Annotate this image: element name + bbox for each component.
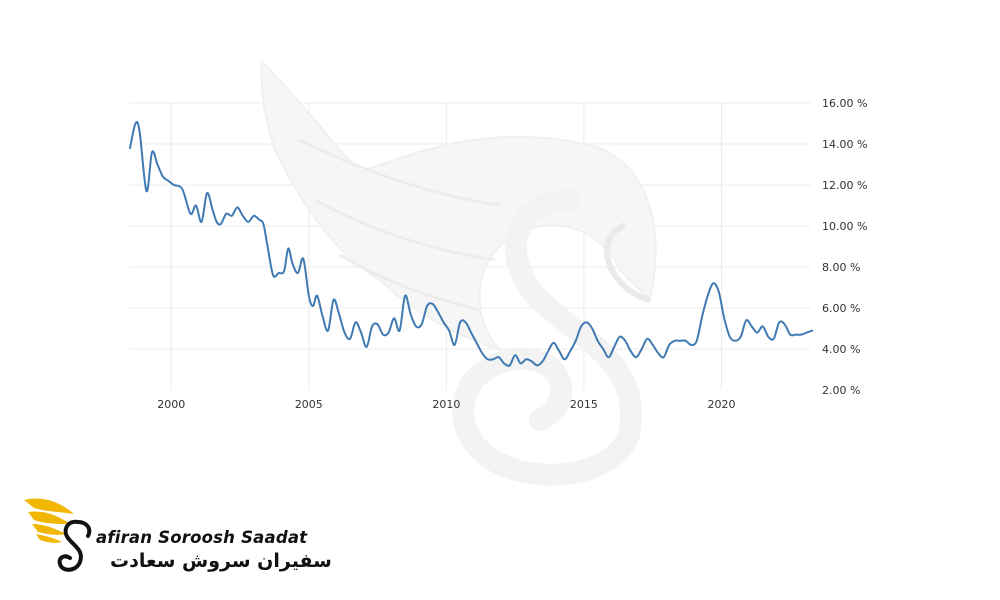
x-tick-label: 2015 xyxy=(570,398,598,411)
y-tick-label: 12.00 % xyxy=(822,179,867,192)
brand-name-english: afiran Soroosh Saadat xyxy=(96,528,308,547)
watermark-swirl-icon xyxy=(452,189,643,486)
x-tick-label: 2000 xyxy=(157,398,185,411)
series-layer xyxy=(129,120,814,367)
x-tick-label: 2010 xyxy=(432,398,460,411)
y-tick-label: 6.00 % xyxy=(822,302,860,315)
series-line xyxy=(129,120,814,367)
golden-wing-swan-icon xyxy=(24,498,92,572)
x-axis: 2000 2005 2010 2015 2020 xyxy=(157,398,735,411)
y-tick-label: 4.00 % xyxy=(822,343,860,356)
brand-name-persian: سفیران سروش سعادت xyxy=(110,550,332,572)
watermark-wing-icon xyxy=(260,59,657,351)
y-tick-label: 10.00 % xyxy=(822,220,867,233)
brand-logo: afiran Soroosh Saadat سفیران سروش سعادت xyxy=(22,492,332,582)
y-tick-label: 8.00 % xyxy=(822,261,860,274)
y-axis: 2.00 % 4.00 % 6.00 % 8.00 % 10.00 % 12.00 % 14… xyxy=(822,97,867,397)
y-tick-label: 2.00 % xyxy=(822,384,860,397)
y-tick-label: 14.00 % xyxy=(822,138,867,151)
y-tick-label: 16.00 % xyxy=(822,97,867,110)
x-tick-label: 2005 xyxy=(295,398,323,411)
x-tick-label: 2020 xyxy=(707,398,735,411)
